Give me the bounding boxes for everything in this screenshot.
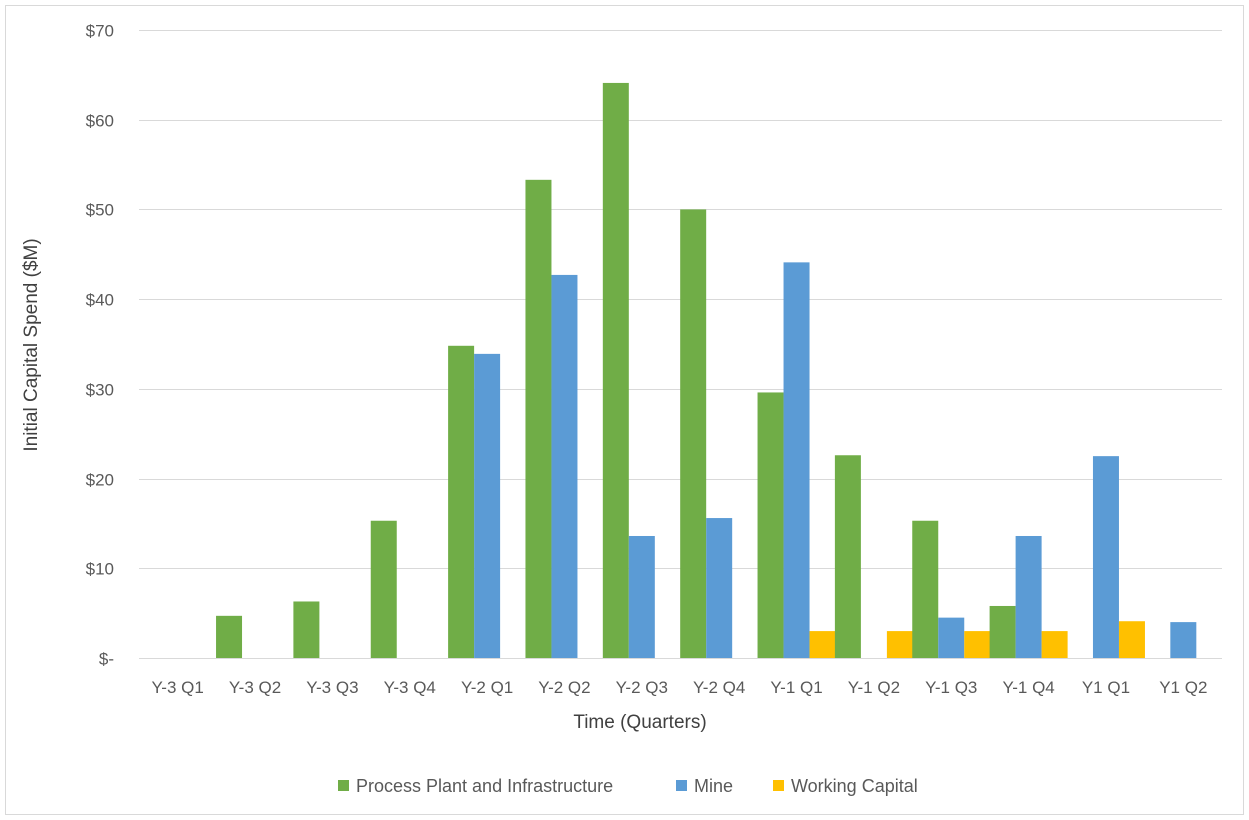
y-tick-label: $20 — [86, 471, 114, 490]
x-tick-label: Y-3 Q3 — [306, 678, 358, 697]
bar-mine-13 — [1170, 622, 1197, 658]
y-axis-title: Initial Capital Spend ($M) — [21, 238, 42, 451]
bar-mine-11 — [1015, 535, 1042, 658]
x-axis-ticks: Y-3 Q1 Y-3 Q2 Y-3 Q3 Y-3 Q4 Y-2 Q1 Y-2 Q2 Y-2 … — [152, 678, 1208, 697]
bar-mine-8 — [783, 262, 810, 658]
bar-process-plant-and-infrastructure-1 — [216, 615, 243, 658]
bar-mine-5 — [551, 274, 578, 658]
bar-working-capital-10 — [964, 631, 991, 658]
legend-swatch-2 — [773, 780, 784, 791]
y-tick-label: $10 — [86, 560, 114, 579]
bar-working-capital-9 — [886, 631, 913, 658]
bar-process-plant-and-infrastructure-9 — [834, 455, 861, 658]
bar-process-plant-and-infrastructure-10 — [912, 520, 939, 658]
x-tick-label: Y-1 Q3 — [925, 678, 977, 697]
bar-mine-10 — [938, 617, 965, 658]
x-tick-label: Y1 Q2 — [1159, 678, 1207, 697]
bars — [216, 82, 1197, 659]
legend-swatch-0 — [338, 780, 349, 791]
x-tick-label: Y-1 Q4 — [1002, 678, 1054, 697]
bar-process-plant-and-infrastructure-3 — [370, 520, 397, 658]
bar-mine-12 — [1092, 456, 1119, 658]
bar-working-capital-11 — [1041, 631, 1068, 658]
x-tick-label: Y1 Q1 — [1082, 678, 1130, 697]
bar-process-plant-and-infrastructure-8 — [757, 392, 784, 658]
bar-working-capital-8 — [809, 631, 836, 658]
x-tick-label: Y-2 Q2 — [538, 678, 590, 697]
legend-swatch-1 — [676, 780, 687, 791]
bar-mine-7 — [706, 518, 733, 658]
legend-label-1: Mine — [694, 776, 733, 796]
legend-label-2: Working Capital — [791, 776, 918, 796]
y-tick-label: $- — [99, 650, 114, 669]
bar-process-plant-and-infrastructure-5 — [525, 179, 552, 658]
x-tick-label: Y-1 Q2 — [848, 678, 900, 697]
x-tick-label: Y-2 Q1 — [461, 678, 513, 697]
x-tick-label: Y-2 Q3 — [616, 678, 668, 697]
bar-process-plant-and-infrastructure-6 — [602, 82, 629, 659]
y-tick-label: $40 — [86, 291, 114, 310]
bar-mine-4 — [474, 353, 501, 658]
x-tick-label: Y-2 Q4 — [693, 678, 745, 697]
y-tick-label: $50 — [86, 201, 114, 220]
bar-working-capital-12 — [1118, 621, 1145, 658]
y-axis-ticks: $- $10 $20 $30 $40 $50 $60 $70 — [86, 22, 114, 669]
bar-mine-6 — [628, 535, 655, 658]
bar-process-plant-and-infrastructure-11 — [989, 605, 1016, 658]
chart-frame — [5, 5, 1244, 815]
legend-label-0: Process Plant and Infrastructure — [356, 776, 613, 796]
x-axis-title: Time (Quarters) — [573, 712, 706, 733]
legend: Process Plant and Infrastructure Mine Work… — [338, 776, 918, 796]
y-tick-label: $30 — [86, 381, 114, 400]
bar-process-plant-and-infrastructure-7 — [680, 209, 707, 658]
x-tick-label: Y-1 Q1 — [770, 678, 822, 697]
bar-process-plant-and-infrastructure-4 — [448, 345, 475, 658]
x-tick-label: Y-3 Q4 — [384, 678, 436, 697]
x-tick-label: Y-3 Q1 — [152, 678, 204, 697]
x-tick-label: Y-3 Q2 — [229, 678, 281, 697]
bar-process-plant-and-infrastructure-2 — [293, 601, 320, 658]
y-tick-label: $70 — [86, 22, 114, 41]
y-tick-label: $60 — [86, 112, 114, 131]
